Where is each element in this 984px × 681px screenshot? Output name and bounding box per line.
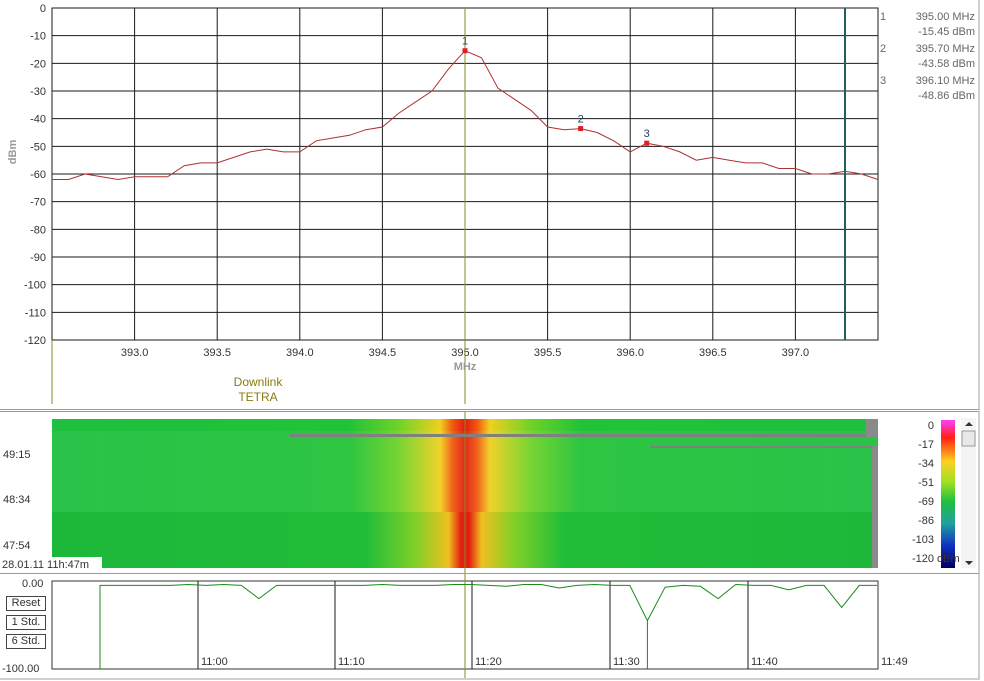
x-axis-unit: MHz	[454, 361, 477, 373]
x-tick-label: 393.5	[203, 347, 231, 359]
scroll-down-icon	[965, 561, 973, 565]
y-tick-label: -70	[30, 197, 46, 209]
y-tick-label: -20	[30, 58, 46, 70]
marker-table: 1 395.00 MHz -15.45 dBm 2 395.70 MHz -43.58 d…	[880, 11, 975, 102]
waterfall-gap-bar	[650, 446, 872, 448]
x-tick-label: 394.5	[369, 347, 397, 359]
marker-point[interactable]	[644, 140, 650, 146]
six-std-button[interactable]: 6 Std.	[6, 634, 46, 649]
marker-point[interactable]	[462, 48, 468, 54]
marker-table-level: -43.58 dBm	[918, 58, 975, 70]
history-end-label: 11:49	[881, 656, 908, 668]
time-label: 47:54	[3, 540, 31, 552]
history-time-tick: 11:30	[613, 656, 640, 668]
spectrum-markers: 1 2 3	[462, 36, 650, 146]
marker-table-frequency: 395.70 MHz	[916, 43, 975, 55]
color-scale-bar	[941, 420, 955, 568]
x-tick-label: 394.0	[286, 347, 314, 359]
reset-button[interactable]: Reset	[6, 596, 46, 611]
waterfall-panel[interactable]: 49:15 48:34 47:54 28.01.11 11h:47m 0 -17 -…	[0, 411, 980, 574]
y-tick-label: -50	[30, 141, 46, 153]
time-label: 49:15	[3, 449, 31, 461]
channel-label-tetra: TETRA	[238, 390, 277, 404]
marker-label: 1	[462, 36, 468, 48]
history-trace	[99, 583, 877, 669]
y-tick-label: -100	[24, 280, 46, 292]
color-scale-tick: -86	[918, 515, 934, 527]
y-axis-label: dBm	[7, 140, 19, 165]
waterfall-timestamp: 28.01.11 11h:47m	[2, 559, 89, 571]
spectrum-y-ticks: 0 -10 -20 -30 -40 -50 -60 -70 -80 -90 -100 -110 -120	[24, 3, 46, 347]
history-time-tick: 11:40	[751, 656, 778, 668]
color-scale-tick: -103	[912, 534, 934, 546]
color-scale-tick: -51	[918, 477, 934, 489]
marker-point[interactable]	[578, 126, 584, 132]
waterfall-chart[interactable]: 49:15 48:34 47:54 28.01.11 11h:47m 0 -17 -…	[0, 412, 978, 573]
history-chart[interactable]: 0.00 -100.00 11:00 11:10 11:20 11:30 11:40 1…	[0, 574, 978, 678]
marker-table-id: 3	[880, 75, 886, 87]
y-tick-label: -120	[24, 335, 46, 347]
y-tick-label: -10	[30, 31, 46, 43]
color-scale-unit: dBm	[937, 553, 960, 565]
marker-table-frequency: 395.00 MHz	[916, 11, 975, 23]
marker-table-frequency: 396.10 MHz	[916, 75, 975, 87]
marker-table-level: -48.86 dBm	[918, 90, 975, 102]
spectrum-x-ticks: 393.0 393.5 394.0 394.5 395.0 395.5 396.0 396.5…	[121, 347, 809, 359]
one-std-button[interactable]: 1 Std.	[6, 615, 46, 630]
color-scale-tick: -34	[918, 458, 934, 470]
waterfall-scrollbar[interactable]	[961, 418, 976, 568]
color-scale-ticks: 0 -17 -34 -51 -69 -86 -103 -120	[912, 420, 934, 565]
x-tick-label: 393.0	[121, 347, 149, 359]
color-scale-tick: -17	[918, 439, 934, 451]
marker-table-id: 1	[880, 11, 886, 23]
waterfall-right-edge	[872, 446, 878, 568]
color-scale-tick: -120	[912, 553, 934, 565]
y-tick-label: -90	[30, 252, 46, 264]
marker-label: 2	[578, 114, 584, 126]
channel-label-downlink: Downlink	[234, 375, 284, 389]
history-time-tick: 11:20	[475, 656, 502, 668]
time-label: 48:34	[3, 494, 31, 506]
color-scale-tick: 0	[928, 420, 934, 432]
waterfall-gap-bar	[290, 434, 870, 437]
marker-table-id: 2	[880, 43, 886, 55]
history-grid	[197, 581, 749, 669]
color-scale-tick: -69	[918, 496, 934, 508]
history-panel[interactable]: 0.00 -100.00 11:00 11:10 11:20 11:30 11:40 1…	[0, 574, 980, 680]
y-tick-label: -110	[25, 307, 46, 319]
x-tick-label: 396.5	[699, 347, 727, 359]
x-tick-label: 397.0	[782, 347, 810, 359]
y-tick-label: -60	[30, 169, 46, 181]
waterfall-right-edge	[866, 419, 878, 437]
y-tick-label: -80	[30, 224, 46, 236]
x-tick-label: 395.5	[534, 347, 562, 359]
y-tick-label: -40	[30, 114, 46, 126]
marker-table-level: -15.45 dBm	[918, 26, 975, 38]
y-tick-label: 0	[40, 3, 46, 15]
history-top-label: 0.00	[22, 578, 43, 590]
marker-label: 3	[644, 128, 650, 140]
scroll-thumb	[961, 430, 976, 447]
history-time-tick: 11:00	[201, 656, 228, 668]
history-time-tick: 11:10	[338, 656, 365, 668]
spectrum-chart[interactable]: 0 -10 -20 -30 -40 -50 -60 -70 -80 -90 -100 -110 -120…	[0, 0, 978, 409]
scroll-up-icon	[965, 422, 973, 426]
history-time-ticks: 11:00 11:10 11:20 11:30 11:40	[201, 656, 778, 668]
spectrum-panel[interactable]: 0 -10 -20 -30 -40 -50 -60 -70 -80 -90 -100 -110 -120…	[0, 0, 980, 410]
x-tick-label: 396.0	[616, 347, 644, 359]
history-bottom-label: -100.00	[2, 663, 39, 675]
y-tick-label: -30	[30, 86, 46, 98]
